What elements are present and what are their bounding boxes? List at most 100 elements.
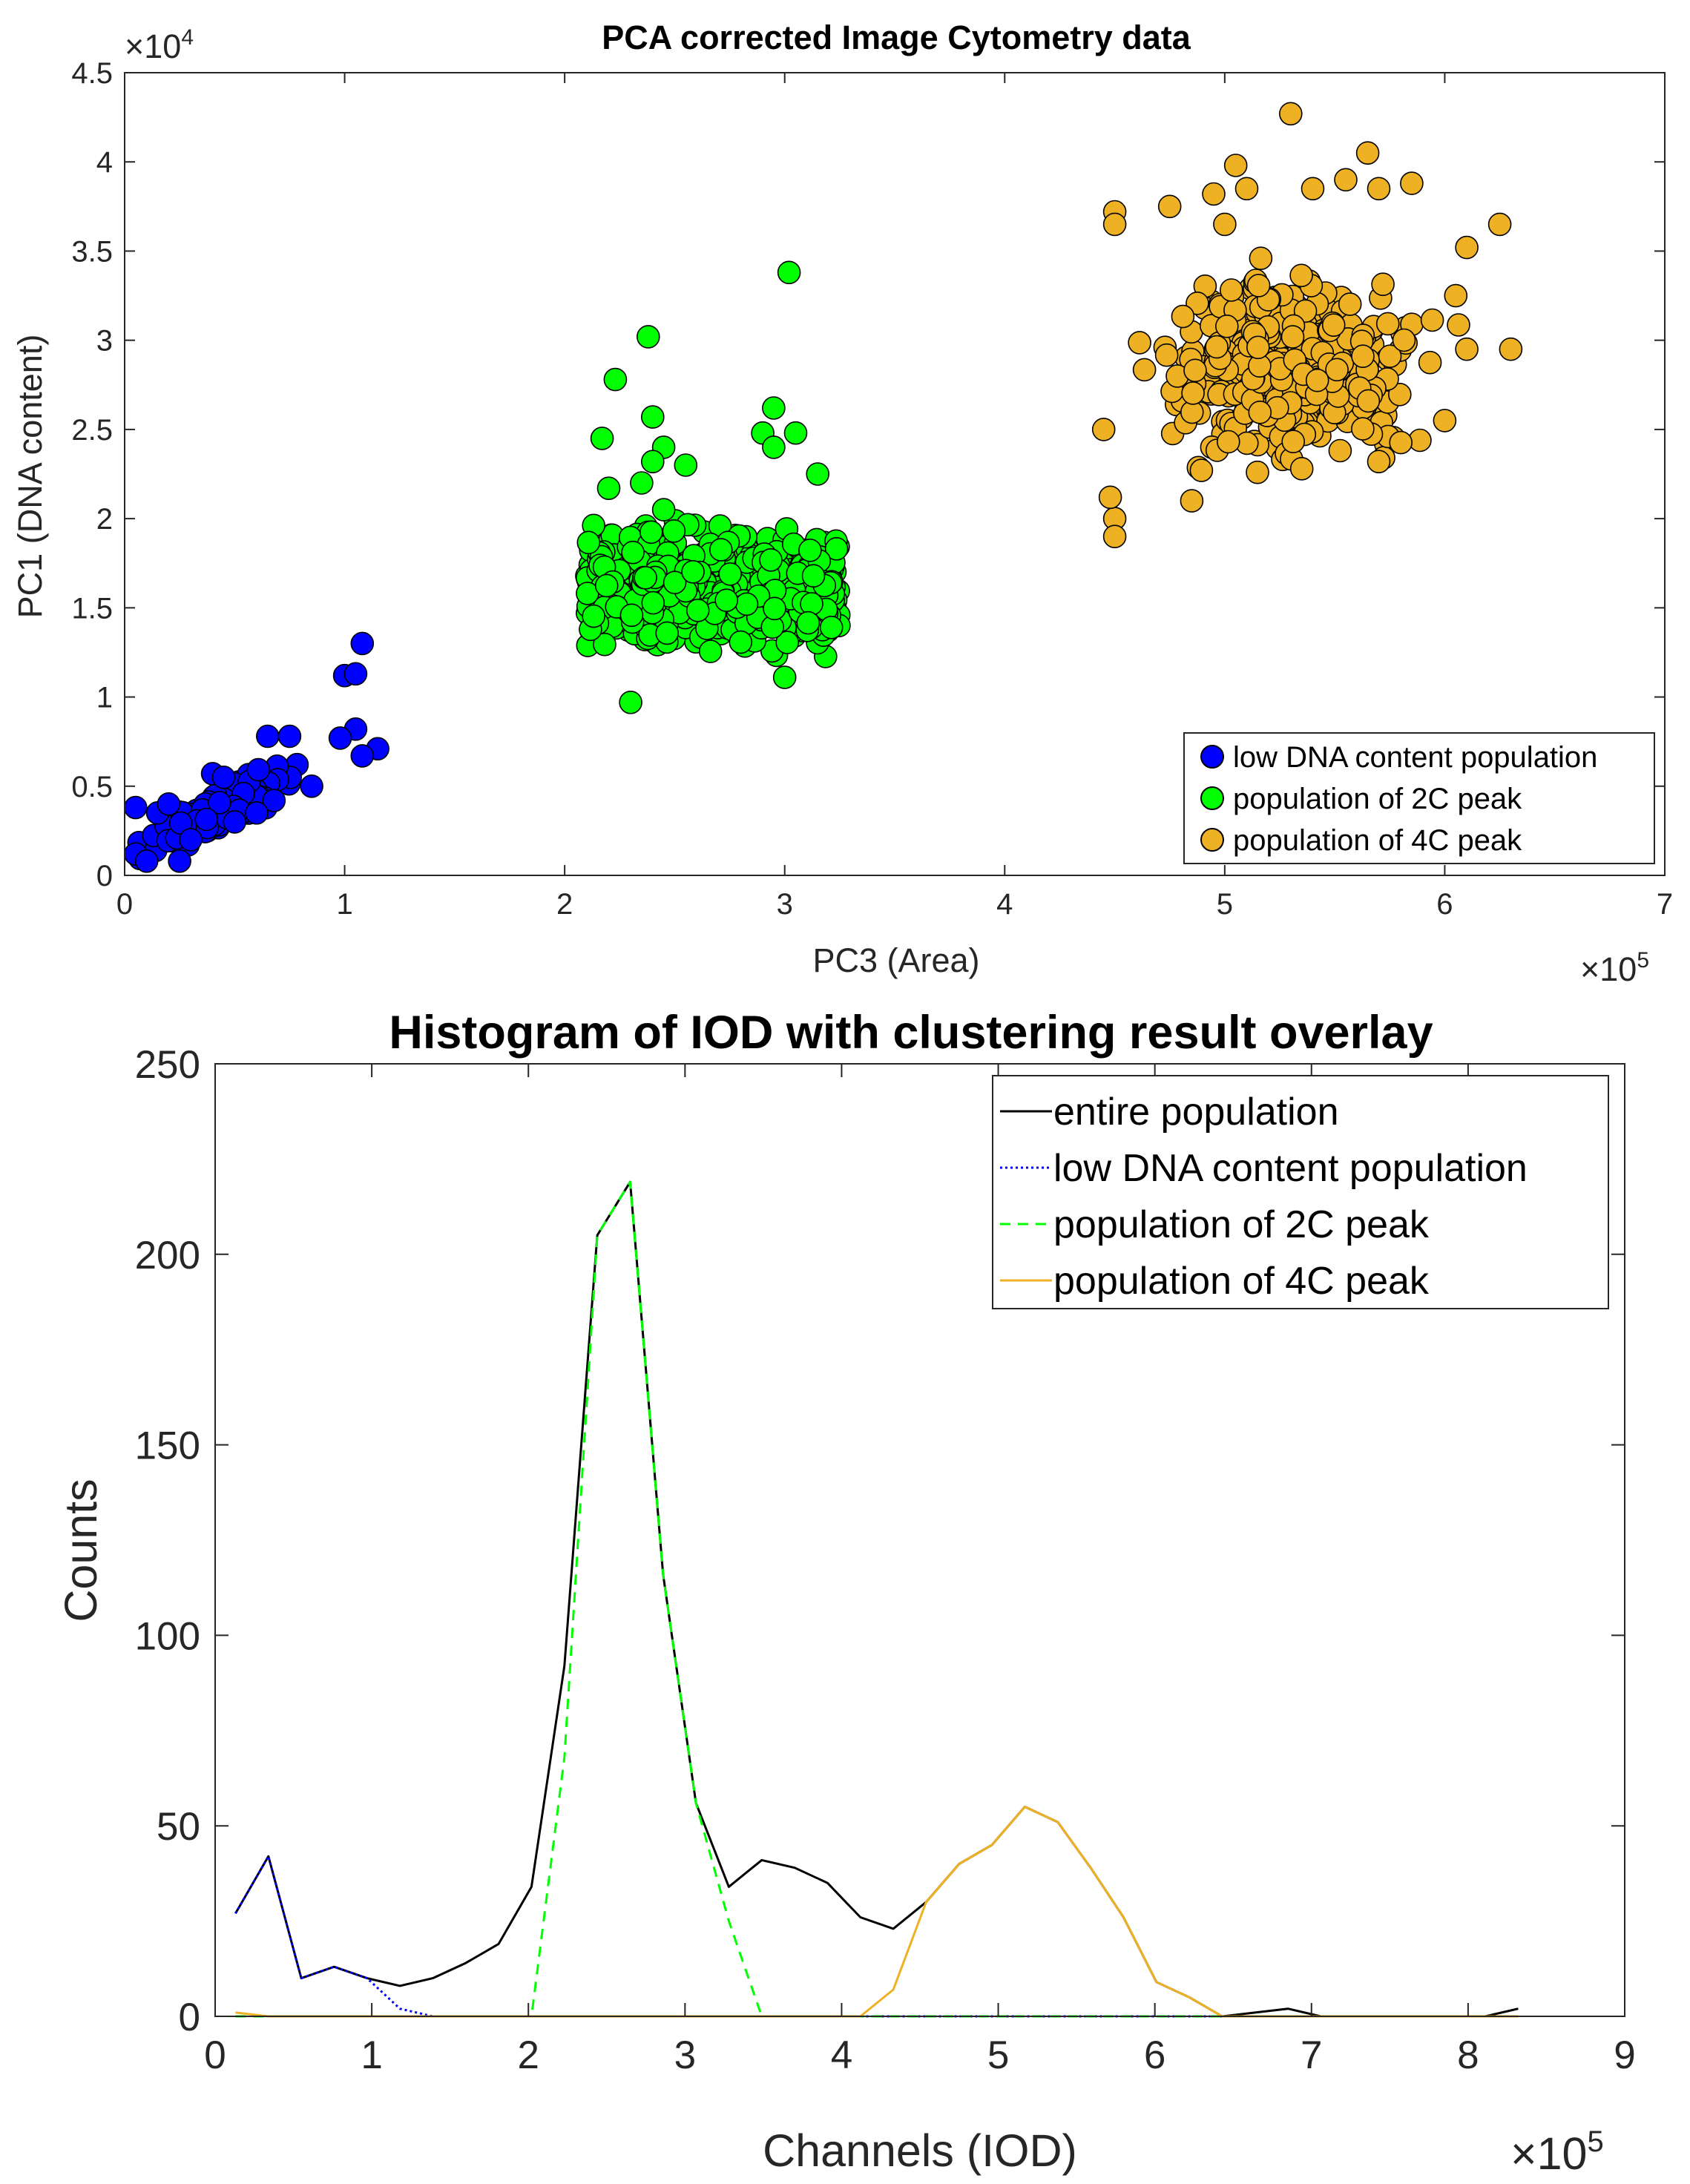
scatter-point [582,604,606,628]
scatter-point [759,547,783,572]
scatter-point [1181,381,1205,405]
scatter-point [1205,335,1229,359]
scatter-point [1392,328,1416,352]
scatter-point [1102,524,1127,549]
histogram-ytick-label: 200 [135,1234,200,1277]
scatter-point [777,260,801,285]
scatter-point [636,325,660,349]
scatter-point [1223,154,1248,177]
scatter-point [763,596,786,621]
histogram-xtick-label: 1 [361,2033,382,2077]
scatter-point [1351,417,1375,441]
scatter-point [1420,308,1444,332]
scatter-ylabel: PC1 (DNA content) [11,335,49,619]
scatter-point [806,462,829,486]
scatter-y-exp-power: 4 [181,25,194,50]
scatter-point [775,631,799,654]
scatter-ytick-label: 3.5 [71,235,113,268]
scatter-point [1487,212,1512,237]
scatter-ytick-label: 2 [96,503,113,536]
scatter-point [1154,343,1179,367]
scatter-point [783,421,808,445]
scatter-point [1183,358,1207,383]
scatter-legend: low DNA content population population of… [1183,732,1655,864]
scatter-point [798,538,822,562]
scatter-point [734,592,759,616]
scatter-ytick-label: 4.5 [71,57,113,90]
scatter-point [1355,141,1380,165]
histogram-series-line-0 [234,1180,1519,2018]
scatter-point [157,792,181,816]
histogram-xtick-label: 3 [674,2033,696,2077]
legend-marker-2c [1200,786,1224,810]
histogram-xtick-label: 9 [1614,2033,1635,2077]
scatter-point [698,639,723,663]
scatter-point [1301,177,1325,201]
scatter-point [1367,450,1391,474]
histogram-plot-frame [214,1063,1625,2017]
scatter-point [596,476,621,501]
scatter-point [762,396,786,420]
scatter-point [634,565,657,590]
scatter-point [1091,418,1116,441]
scatter-point [1444,283,1468,308]
histogram-x-exponent-base: ×105 [1510,2125,1604,2179]
histogram-xtick-label: 8 [1457,2033,1479,2077]
scatter-point [729,630,753,654]
histogram-xlabel: Channels (IOD) [763,2125,1077,2176]
scatter-point [255,724,280,749]
histogram-xtick-label: 7 [1301,2033,1322,2077]
scatter-point [593,632,617,657]
scatter-point [245,801,269,825]
scatter-point [1202,182,1226,206]
scatter-point [801,564,826,588]
scatter-y-exponent-base: ×104 [125,25,194,65]
scatter-point [1246,460,1269,484]
scatter-point [1325,358,1349,382]
scatter-axes: 0 1 2 3 4 5 6 7 0 0.5 1 1.5 2 2.5 3 3.5 4 4.5 [71,57,1673,921]
scatter-series-2 [1091,102,1523,549]
scatter-point [194,807,219,832]
scatter-y-exp-label: ×10 [125,27,181,65]
scatter-x-exponent-base: ×105 [1580,948,1649,988]
scatter-point [630,471,654,495]
legend-label-low-dna-hist: low DNA content population [1053,1147,1528,1190]
histogram-ytick-label: 100 [135,1614,200,1658]
scatter-point [1280,325,1305,349]
scatter-xtick-label: 3 [777,888,793,921]
histogram-xtick-label: 0 [204,2033,226,2077]
scatter-point [168,849,191,873]
scatter-point [662,519,686,543]
scatter-point [590,427,614,450]
scatter-point [350,744,375,768]
scatter-plot-frame [124,72,1666,876]
scatter-point [300,774,323,798]
scatter-point [640,405,665,429]
scatter-point [1351,344,1375,369]
histogram-xtick-label: 2 [517,2033,539,2077]
scatter-ytick-label: 3 [96,325,113,358]
scatter-xtick-label: 6 [1436,888,1453,921]
scatter-point [662,570,687,595]
scatter-point [1217,430,1240,454]
scatter-point [1180,489,1204,513]
scatter-point [796,611,821,635]
scatter-point [1249,246,1273,271]
scatter-ytick-label: 1.5 [71,592,113,625]
histogram-series-line-1 [234,1855,1519,2018]
scatter-point [1367,177,1391,201]
scatter-point [708,538,733,562]
histogram-axes: 0 1 2 3 4 5 6 7 8 9 0 50 100 150 200 250 [135,1043,1636,2077]
scatter-point [1289,456,1314,481]
scatter-point [1189,458,1214,482]
scatter-point [134,849,159,873]
scatter-point [343,662,368,686]
scatter-point [1455,337,1479,361]
legend-label-2c: population of 2C peak [1233,783,1522,815]
scatter-point [1375,312,1400,336]
scatter-point [640,450,665,474]
histogram-ytick-label: 150 [135,1424,200,1468]
scatter-point [772,665,797,689]
scatter-ytick-label: 2.5 [71,414,113,447]
scatter-point [1388,382,1412,407]
